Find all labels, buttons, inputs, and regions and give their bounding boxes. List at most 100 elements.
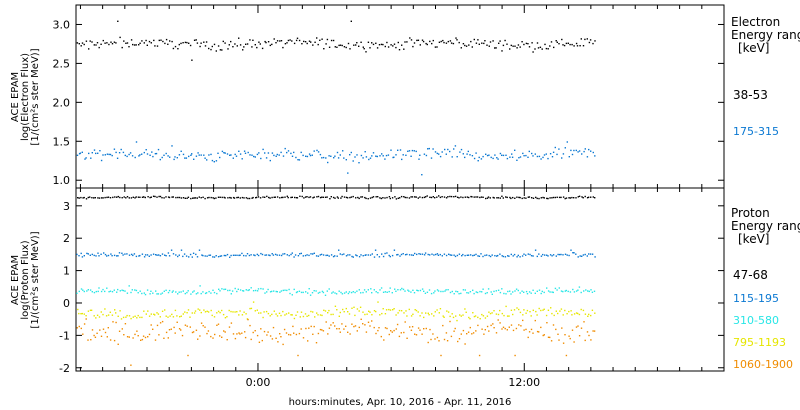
electron-series-1-point xyxy=(516,47,518,49)
proton-series-4-point xyxy=(415,309,418,312)
proton-series-1-point xyxy=(485,197,487,200)
proton-series-5-point xyxy=(565,354,568,357)
proton-series-1-point xyxy=(514,197,516,199)
proton-series-2-point xyxy=(424,252,427,254)
proton-series-5-point xyxy=(267,331,269,333)
electron-series-2-point xyxy=(516,159,518,161)
proton-series-1-point xyxy=(594,197,596,199)
proton-series-2-point xyxy=(284,253,286,255)
electron-series-2-point xyxy=(224,152,226,154)
electron-series-2-point xyxy=(198,154,200,156)
electron-series-1-point xyxy=(319,39,321,41)
proton-series-4-point xyxy=(238,314,240,316)
proton-ytick-label-3: 1 xyxy=(63,265,70,278)
proton-series-3-point xyxy=(583,290,585,292)
electron-series-2-point xyxy=(85,157,87,159)
electron-series-2-point xyxy=(451,156,453,158)
proton-series-4-point xyxy=(459,314,461,316)
proton-series-2-point xyxy=(480,253,482,255)
electron-series-2-point xyxy=(523,155,525,157)
proton-series-3-point xyxy=(150,290,152,292)
proton-series-2-point xyxy=(158,254,160,256)
proton-series-3-point xyxy=(484,292,487,295)
proton-series-4-point xyxy=(109,311,111,313)
proton-series-1-point xyxy=(282,196,284,199)
proton-series-1-point xyxy=(575,197,577,199)
proton-series-1-point xyxy=(198,196,200,198)
proton-series-3-point xyxy=(248,289,250,291)
proton-series-4-point xyxy=(427,312,429,314)
electron-series-2-point xyxy=(584,148,586,150)
electron-series-1-point xyxy=(350,20,352,22)
proton-series-2-point xyxy=(219,255,221,257)
proton-series-1-point xyxy=(549,197,551,199)
electron-series-2-point xyxy=(287,150,290,152)
proton-series-2-point xyxy=(577,256,579,258)
proton-series-2-point xyxy=(326,254,329,256)
electron-series-1-point xyxy=(308,40,311,42)
electron-series-1-point xyxy=(204,45,207,47)
proton-series-2-point xyxy=(107,254,110,257)
electron-series-2-point xyxy=(291,155,294,157)
proton-series-3-point xyxy=(386,291,388,293)
proton-series-4-point xyxy=(479,318,481,320)
proton-series-4-point xyxy=(314,316,316,318)
proton-series-1-point xyxy=(77,197,79,199)
proton-series-2-point xyxy=(161,253,164,255)
proton-series-4-point xyxy=(284,314,286,316)
proton-series-2-point xyxy=(400,253,403,256)
proton-series-4-point xyxy=(126,314,128,317)
electron-series-2-point xyxy=(345,159,347,161)
proton-series-5-point xyxy=(176,321,178,323)
proton-series-2-point xyxy=(117,255,119,257)
proton-series-2-point xyxy=(477,255,479,257)
proton-series-1-point xyxy=(337,197,339,199)
proton-series-1-point xyxy=(163,197,165,199)
proton-series-1-point xyxy=(380,197,383,200)
proton-series-1-point xyxy=(172,196,174,198)
proton-series-3-point xyxy=(239,289,242,291)
proton-series-1-point xyxy=(125,197,127,199)
proton-series-3-point xyxy=(82,289,84,291)
electron-series-2-point xyxy=(542,156,544,159)
proton-series-5-point xyxy=(319,328,322,331)
proton-series-2-point xyxy=(159,255,162,257)
proton-series-3-point xyxy=(113,289,115,291)
proton-series-3-point xyxy=(204,292,207,295)
proton-series-5-point xyxy=(137,335,139,337)
electron-legend-subtitle: Energy ranges xyxy=(731,28,800,42)
electron-series-2-point xyxy=(434,151,437,153)
proton-series-5-point xyxy=(78,325,80,328)
proton-series-2-point xyxy=(276,254,278,256)
proton-series-3-point xyxy=(436,289,439,291)
proton-series-1-point xyxy=(542,196,544,199)
proton-series-1-point xyxy=(219,196,221,198)
proton-series-5-point xyxy=(228,326,231,328)
proton-series-4-point xyxy=(265,310,268,313)
proton-series-3-point xyxy=(573,291,576,293)
proton-series-5-point xyxy=(353,325,355,328)
proton-series-3-point xyxy=(273,290,275,292)
electron-series-1-point xyxy=(276,40,279,42)
electron-series-2-point xyxy=(273,154,275,157)
proton-series-2-point xyxy=(416,253,418,256)
proton-series-1-point xyxy=(543,197,545,199)
proton-series-5-point xyxy=(200,322,203,324)
proton-series-3-point xyxy=(388,290,390,293)
proton-series-3-point xyxy=(317,292,320,294)
proton-series-2-point xyxy=(386,252,388,254)
proton-series-3-point xyxy=(455,290,457,293)
proton-series-1-point xyxy=(102,197,104,199)
proton-series-2-point xyxy=(525,254,527,256)
electron-series-1-point xyxy=(360,41,362,43)
electron-series-1-point xyxy=(180,42,182,45)
proton-series-3-point xyxy=(399,289,402,291)
proton-series-1-point xyxy=(271,196,273,199)
proton-series-1-point xyxy=(429,196,431,198)
proton-series-5-point xyxy=(421,333,423,335)
proton-series-4-point xyxy=(291,314,293,316)
electron-series-1-point xyxy=(186,41,188,44)
proton-series-5-point xyxy=(212,337,214,339)
proton-series-5-point xyxy=(440,354,442,357)
proton-series-4-point xyxy=(267,312,270,315)
